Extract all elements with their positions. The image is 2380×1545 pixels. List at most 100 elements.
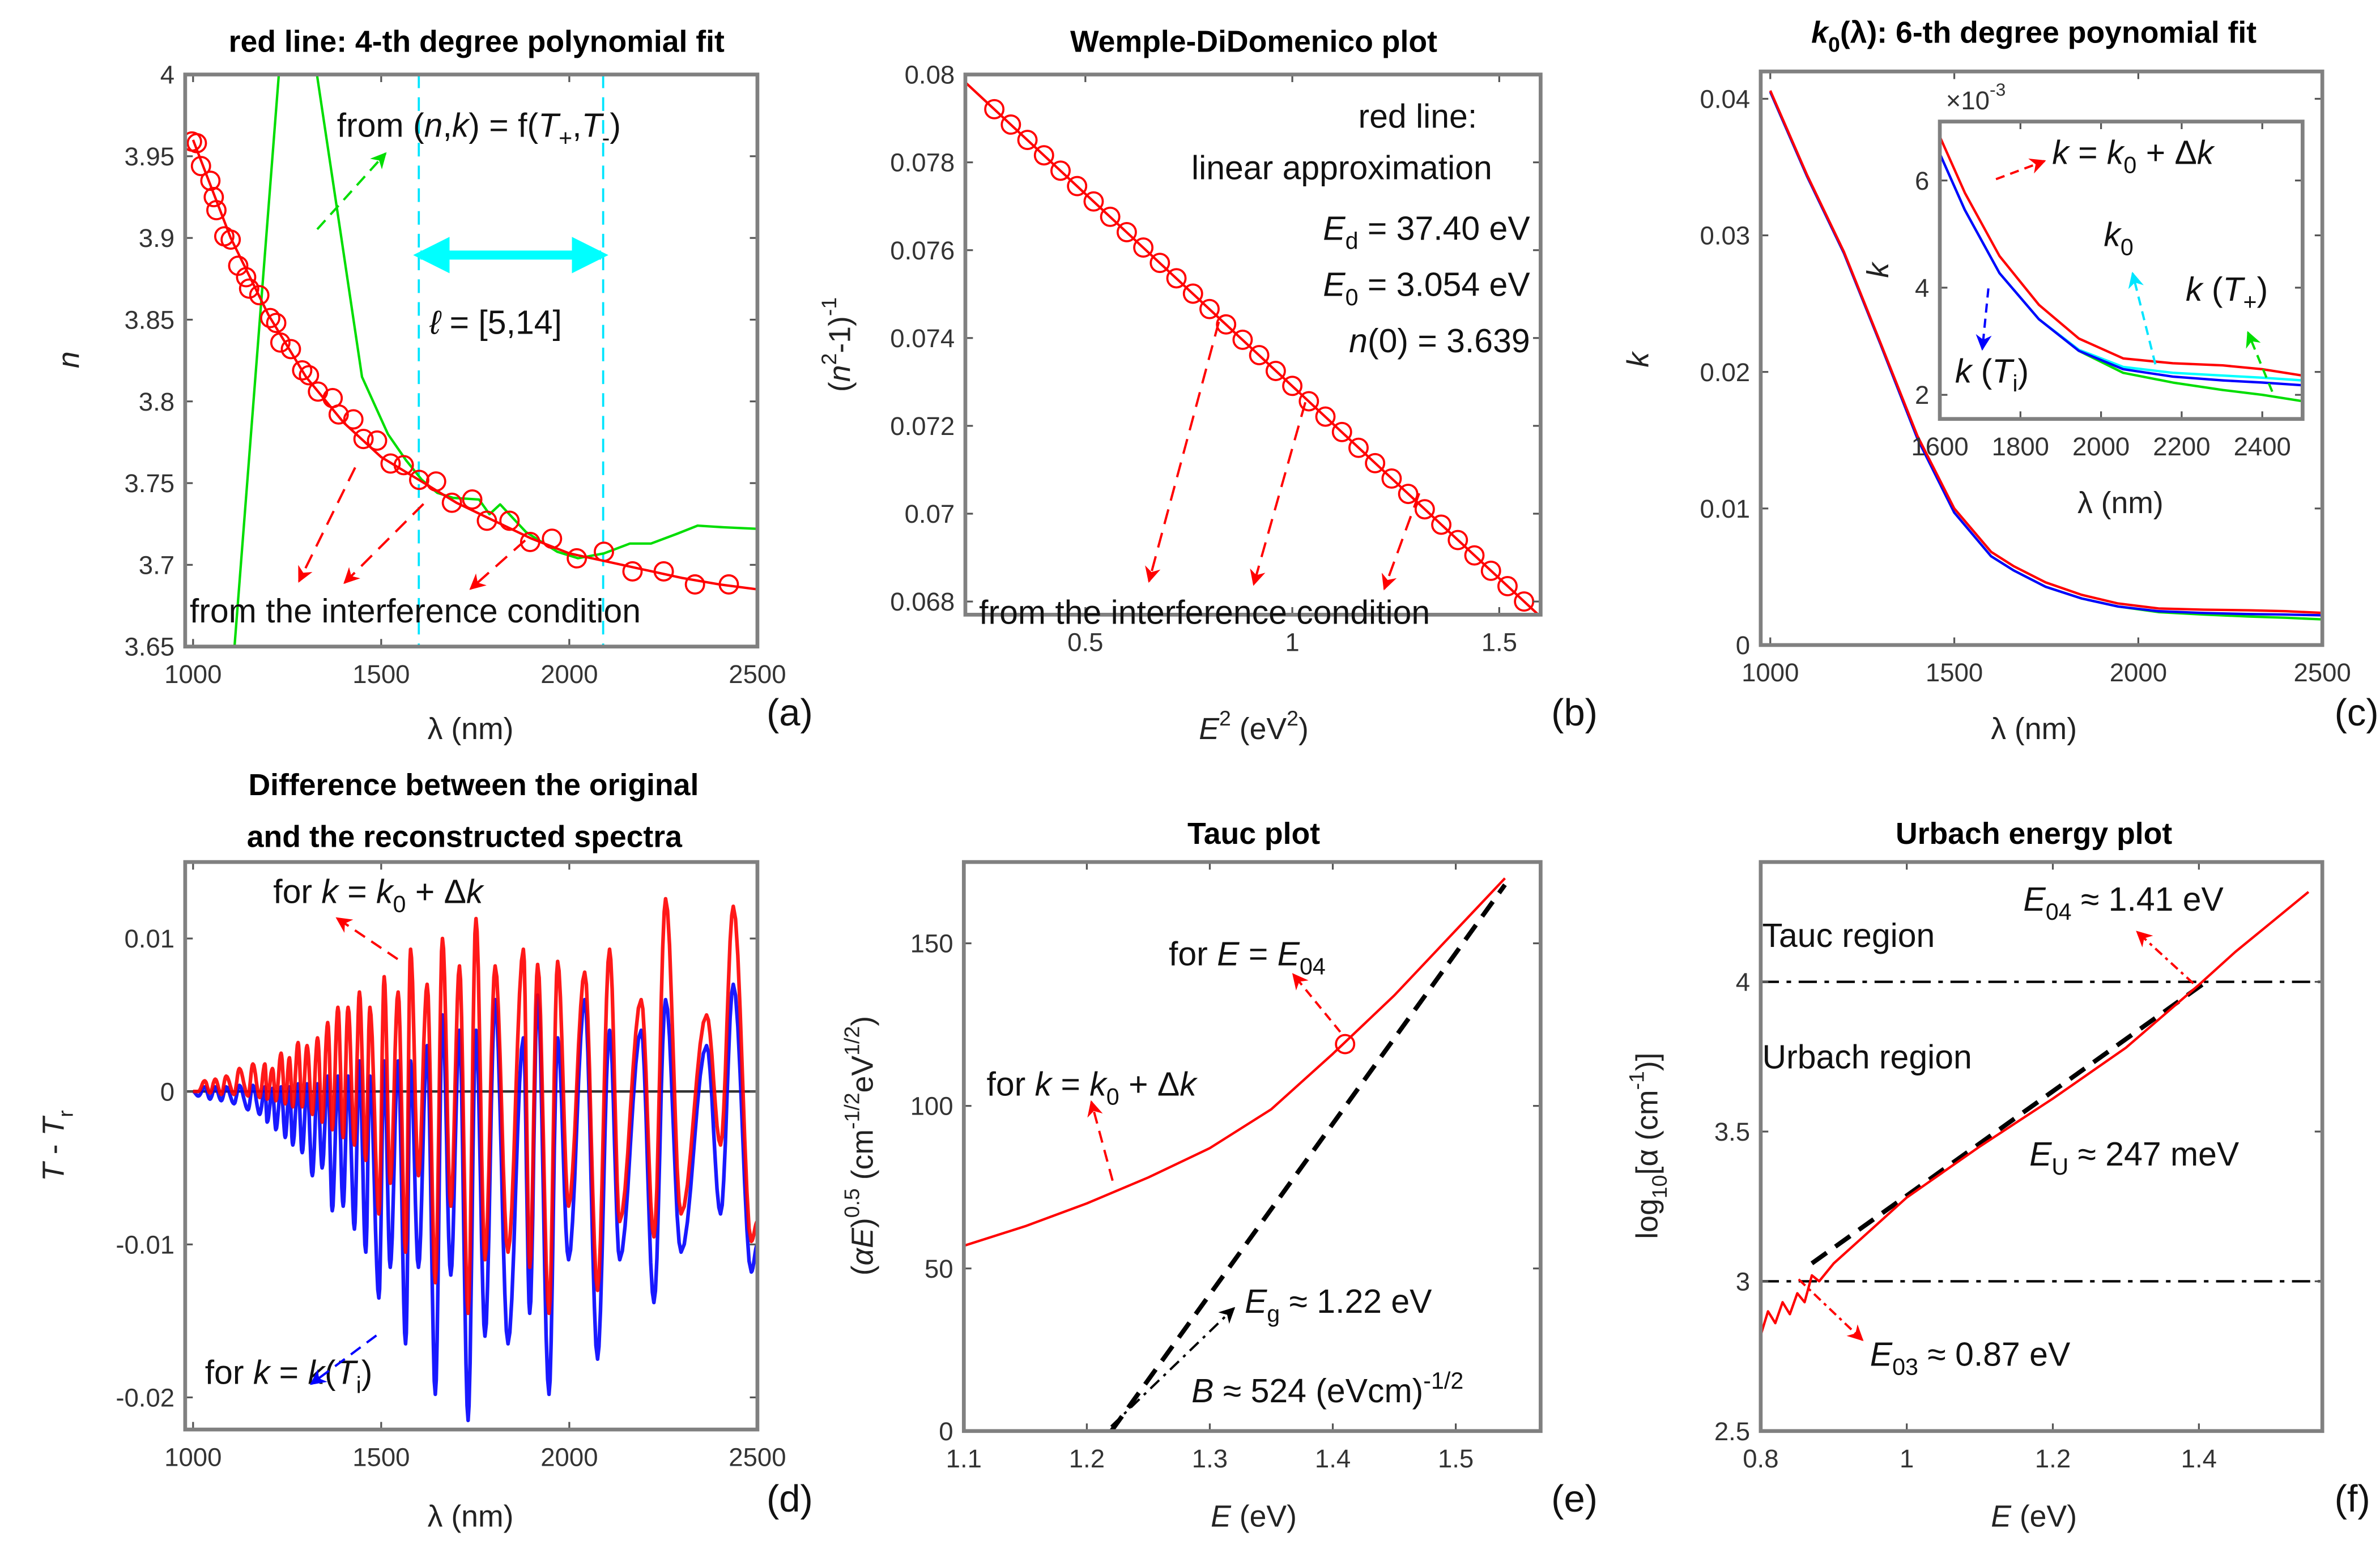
y-tick-label: -0.01 [116, 1230, 174, 1259]
text-segment: -1 [817, 297, 841, 316]
text-segment: k [452, 107, 470, 144]
plot-frame [961, 860, 1543, 1433]
annotation: for k = k(Ti) [205, 1355, 373, 1398]
text-segment: ( [325, 1355, 336, 1392]
annotation: for k = k0 + Δk [273, 873, 484, 917]
text-segment: E [1245, 1283, 1267, 1320]
inset-x-axis-label: λ (nm) [2077, 486, 2164, 520]
text-segment: 0 [393, 891, 406, 917]
text-segment: log [1630, 1198, 1664, 1239]
text-segment: from the interference condition [190, 593, 641, 630]
text-segment: ( [823, 382, 857, 392]
plot-area: 1000 1500 2000 2500 3.65 3.7 3.75 3.8 3.85 3.9 3.9… [124, 61, 786, 689]
text-segment: k [1621, 351, 1655, 368]
x-tick-label: 2500 [2294, 658, 2351, 687]
series-line [1810, 980, 2208, 1265]
data-point [1199, 298, 1220, 319]
plot-background [185, 74, 757, 647]
text-segment: E [2029, 1136, 2052, 1173]
data-point [1464, 545, 1485, 566]
x-tick-label: 2500 [729, 1442, 786, 1471]
series-line [191, 139, 757, 591]
text-segment: linear approximation [1191, 150, 1492, 186]
text-segment: ( [1972, 353, 1992, 390]
y-tick-label: 3.5 [1714, 1117, 1750, 1146]
arrow-icon [1250, 402, 1307, 586]
y-tick-label: 4 [1736, 968, 1750, 997]
plot-background [964, 862, 1541, 1431]
plot-frame [1759, 860, 2324, 1433]
data-point [1335, 1034, 1356, 1055]
x-tick-label: 1000 [1742, 658, 1799, 687]
arrow-icon [2128, 271, 2157, 365]
arrow-icon [469, 539, 526, 590]
data-point [984, 99, 1005, 119]
annotation: Urbach region [1762, 1039, 1972, 1075]
series-line [1940, 153, 2303, 387]
data-point [594, 541, 614, 562]
y-tick-label: 0 [939, 1417, 953, 1446]
data-point [1083, 191, 1104, 212]
text-segment: from the interference condition [979, 594, 1430, 631]
annotation: Eg ≈ 1.22 eV [1245, 1283, 1432, 1327]
annotation: B ≈ 524 (eVcm)-1/2 [1191, 1368, 1463, 1410]
data-point [292, 360, 313, 381]
text-segment: ) [361, 1355, 373, 1392]
data-point [1315, 406, 1336, 427]
annotation: for k = k0 + Δk [986, 1066, 1198, 1110]
data-point [1431, 514, 1452, 535]
data-point [206, 200, 227, 221]
data-point [1348, 437, 1369, 458]
data-point [270, 332, 291, 353]
data-point [299, 365, 320, 386]
y-tick-label: 0 [1736, 631, 1750, 660]
y-tick-label: 3.65 [124, 633, 174, 661]
text-segment: n [1349, 323, 1368, 360]
text-segment: k [1955, 353, 1973, 390]
data-point [520, 531, 540, 552]
plot-content [1769, 90, 2323, 621]
x-tick-label: 2200 [2153, 432, 2210, 461]
data-point [718, 574, 739, 595]
text-segment: -1 [1625, 1071, 1649, 1090]
data-point [1050, 160, 1071, 181]
data-point [266, 313, 287, 334]
series-line [191, 897, 757, 1316]
arrow-icon [2246, 331, 2273, 392]
text-segment: red line: 4-th degree polynomial fit [229, 24, 725, 58]
annotation: E04 ≈ 1.41 eV [2023, 881, 2224, 925]
text-segment: k [2197, 135, 2215, 172]
arrow-icon [1292, 973, 1342, 1033]
y-tick-label: 0.07 [905, 500, 955, 528]
text-segment: for [205, 1355, 253, 1392]
text-segment: λ (nm) [2077, 486, 2164, 520]
chart-title: red line: 4-th degree polynomial fit [229, 24, 725, 58]
text-segment: ) [846, 1218, 880, 1228]
y-tick-label: 0.01 [124, 924, 174, 953]
x-axis-label: E2 (eV2) [1199, 706, 1309, 746]
text-segment: k [1035, 1066, 1053, 1103]
x-axis-label: E (eV) [1211, 1500, 1297, 1534]
text-segment: 0 [2121, 234, 2134, 260]
text-segment: k [253, 1355, 271, 1392]
text-segment: ×10 [1946, 86, 1990, 115]
arrow-icon [1798, 1278, 1864, 1341]
inset-plot-area: 1600 1800 2000 2200 2400 2 4 6 [1911, 119, 2305, 461]
text-segment: k [1811, 15, 1830, 49]
text-segment: for [273, 873, 321, 910]
text-segment: n [52, 351, 86, 368]
x-tick-label: 2000 [540, 660, 598, 689]
text-segment: k [2052, 135, 2070, 172]
y-tick-label: 2 [1915, 381, 1929, 409]
text-segment: red line: [1359, 98, 1478, 135]
y-tick-label: 0.078 [890, 148, 955, 177]
data-point [1116, 221, 1137, 242]
chart-title-line-1: Difference between the original [248, 768, 699, 802]
text-segment: = [338, 873, 376, 910]
data-point [542, 528, 563, 549]
y-axis-label: (αE)0.5 (cm-1/2eV1/2) [840, 1016, 879, 1275]
text-segment: = [270, 1355, 308, 1392]
annotation: for E = E04 [1169, 936, 1326, 979]
data-point [684, 574, 705, 595]
annotation: EU ≈ 247 meV [2029, 1136, 2240, 1180]
